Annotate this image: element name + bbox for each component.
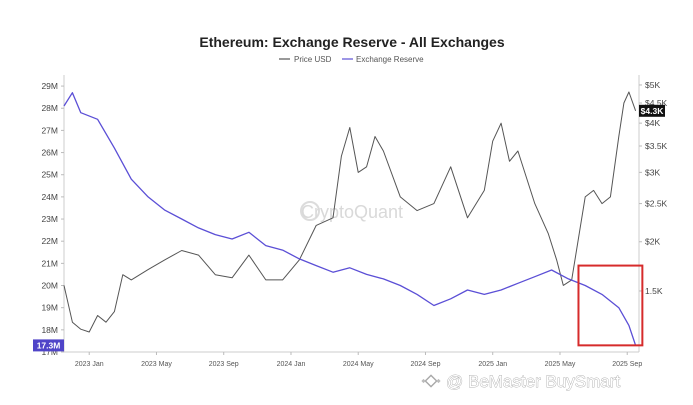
series-layer [63, 91, 637, 346]
right-tick-label: $5K [645, 80, 660, 90]
annotation-layer [577, 264, 644, 347]
right-current-badge: $4.3K [639, 104, 665, 117]
chart-title: Ethereum: Exchange Reserve - All Exchang… [199, 34, 504, 50]
x-tick-label: 2024 May [343, 361, 374, 368]
credit-text: @ BeMaster BuySmart [446, 372, 620, 391]
left-tick-label: 23M [41, 214, 58, 224]
right-tick-label: $2K [645, 237, 660, 247]
watermark-logo-icon [300, 201, 320, 221]
right-current-badge-label: $4.3K [641, 106, 665, 116]
x-tick-label: 2025 Sep [612, 361, 642, 368]
legend: Price USD Exchange Reserve [279, 55, 424, 64]
credit: @ BeMaster BuySmart [421, 372, 621, 391]
x-tick-label: 2025 May [545, 361, 576, 368]
legend-label-reserve: Exchange Reserve [356, 55, 424, 64]
x-tick-label: 2023 May [141, 361, 172, 368]
x-tick-label: 2023 Sep [209, 361, 239, 368]
left-tick-label: 19M [41, 303, 58, 313]
right-current-badge-bg [639, 104, 665, 117]
left-axis-ticks: 17M 18M 19M 20M 21M 22M 23M 24M 25M 26M 27M 28M 29M [41, 81, 64, 357]
x-tick-label: 2023 Jan [75, 361, 104, 368]
right-axis-ticks: 1.5K $2K $2.5K $3K $3.5K $4K $4.5K $5K [639, 80, 668, 296]
left-tick-label: 20M [41, 281, 58, 291]
highlight-box [577, 264, 644, 347]
x-axis-ticks: 2023 Jan 2023 May 2023 Sep 2024 Jan 2024 May… [75, 352, 642, 368]
watermark: CryptoQuant [300, 201, 403, 222]
left-tick-label: 28M [41, 103, 58, 113]
left-tick-label: 18M [41, 325, 58, 335]
binance-logo-icon [421, 374, 441, 388]
x-tick-label: 2024 Jan [277, 361, 306, 368]
right-tick-label: $3K [645, 167, 660, 177]
right-tick-label: $2.5K [645, 199, 668, 209]
right-tick-label: $3.5K [645, 141, 668, 151]
left-tick-label: 25M [41, 170, 58, 180]
right-tick-label: 1.5K [645, 286, 663, 296]
left-tick-label: 29M [41, 81, 58, 91]
left-tick-label: 22M [41, 236, 58, 246]
left-current-badge-bg [33, 339, 64, 352]
left-tick-label: 27M [41, 125, 58, 135]
right-tick-label: $4.5K [645, 98, 668, 108]
legend-label-price: Price USD [294, 55, 332, 64]
right-tick-label: $4K [645, 118, 660, 128]
watermark-text: CryptoQuant [301, 202, 403, 222]
left-tick-label: 26M [41, 148, 58, 158]
x-tick-label: 2025 Jan [478, 361, 507, 368]
x-tick-label: 2024 Sep [410, 361, 440, 368]
left-current-badge-label: 17.3M [37, 340, 61, 350]
series-line-exchange-reserve [63, 92, 637, 346]
left-tick-label: 17M [41, 347, 58, 357]
left-tick-label: 24M [41, 192, 58, 202]
plot-area [63, 75, 640, 353]
series-line-price-usd [63, 91, 637, 333]
left-tick-label: 21M [41, 258, 58, 268]
left-current-badge: 17.3M [33, 339, 64, 352]
